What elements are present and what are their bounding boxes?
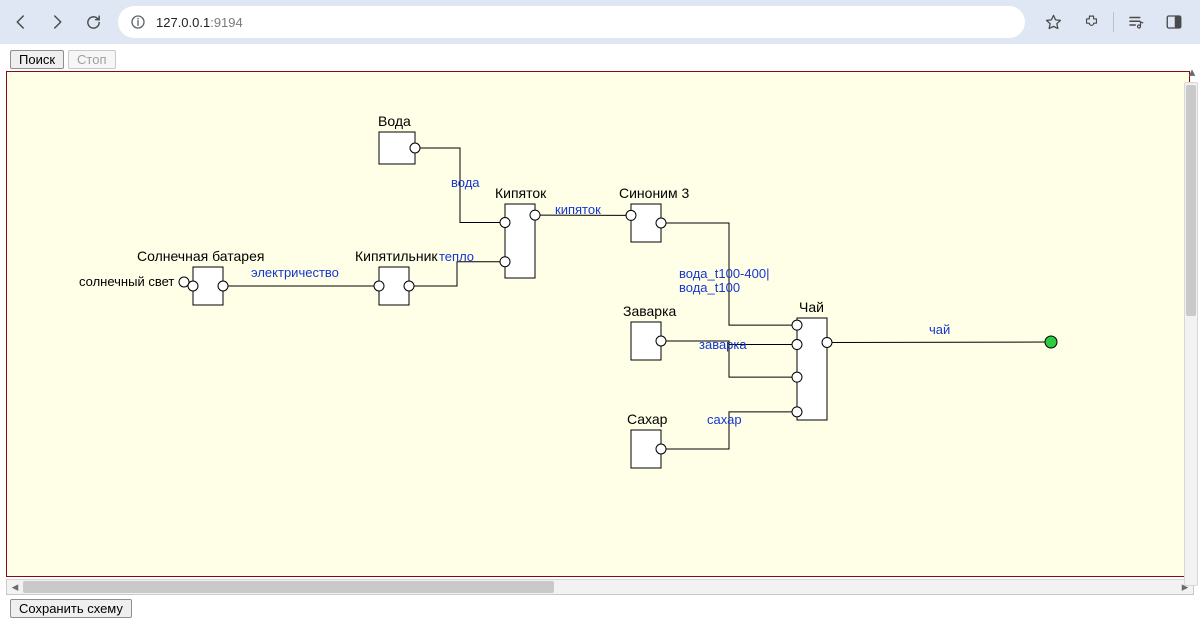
node-title: Чай (799, 299, 824, 315)
in-port[interactable] (500, 218, 510, 228)
browser-toolbar: 127.0.0.1:9194 (0, 0, 1200, 44)
node-title: Солнечная батарея (137, 248, 264, 264)
scroll-thumb[interactable] (23, 581, 554, 593)
out-port[interactable] (656, 444, 666, 454)
out-port[interactable] (656, 218, 666, 228)
search-button[interactable]: Поиск (10, 50, 64, 69)
in-port[interactable] (500, 257, 510, 267)
node-title: Заварка (623, 303, 677, 319)
scroll-up-arrow-icon[interactable]: ▴ (1185, 65, 1199, 79)
edge-label: вода_t100-400|вода_t100 (679, 266, 769, 295)
node-title: Кипяток (495, 185, 547, 201)
edge-label: кипяток (555, 202, 601, 217)
page-body: Поиск Стоп электричество тепло вода кипяток… (0, 44, 1200, 622)
horizontal-scrollbar[interactable]: ◂ ▸ (6, 579, 1194, 595)
save-scheme-button[interactable]: Сохранить схему (10, 599, 132, 618)
extensions-icon[interactable] (1075, 6, 1107, 38)
nav-forward-button[interactable] (42, 7, 72, 37)
node-chai[interactable] (797, 318, 827, 420)
in-port[interactable] (792, 407, 802, 417)
site-info-icon[interactable] (130, 14, 146, 30)
vertical-scrollbar[interactable]: ▴ (1184, 82, 1198, 586)
app-toolbar: Поиск Стоп (6, 50, 1194, 69)
out-port[interactable] (218, 281, 228, 291)
edge-label: вода (451, 175, 480, 190)
scroll-left-arrow-icon[interactable]: ◂ (7, 580, 23, 594)
vertical-scroll-thumb[interactable] (1186, 85, 1196, 316)
address-bar[interactable]: 127.0.0.1:9194 (118, 6, 1025, 38)
node-title: Сахар (627, 411, 668, 427)
node-title: Кипятильник (355, 248, 438, 264)
scroll-track[interactable] (23, 580, 1177, 594)
edge-label: чай (929, 322, 950, 337)
in-port[interactable] (792, 320, 802, 330)
side-panel-icon[interactable] (1158, 6, 1190, 38)
out-port[interactable] (410, 143, 420, 153)
in-port[interactable] (792, 340, 802, 350)
edge-label: тепло (439, 249, 474, 264)
out-port[interactable] (530, 210, 540, 220)
terminal-dot[interactable] (1045, 336, 1057, 348)
edge-label: заварка (699, 337, 747, 352)
bookmark-star-icon[interactable] (1037, 6, 1069, 38)
nav-reload-button[interactable] (78, 7, 108, 37)
media-playlist-icon[interactable] (1120, 6, 1152, 38)
in-port[interactable] (188, 281, 198, 291)
world-input-label: солнечный свет (79, 274, 174, 289)
edge-line[interactable] (666, 341, 792, 377)
edge-label: сахар (707, 412, 742, 427)
world-input-port[interactable] (179, 277, 189, 287)
stop-button: Стоп (68, 50, 115, 69)
edge-label: электричество (251, 265, 339, 280)
toolbar-separator (1113, 12, 1114, 32)
nav-back-button[interactable] (6, 7, 36, 37)
in-port[interactable] (374, 281, 384, 291)
node-title: Синоним 3 (619, 185, 690, 201)
url-text: 127.0.0.1:9194 (156, 15, 243, 30)
diagram-svg[interactable]: электричество тепло вода кипяток вода_t100-4… (7, 72, 1191, 576)
in-port[interactable] (626, 210, 636, 220)
out-port[interactable] (404, 281, 414, 291)
in-port[interactable] (792, 372, 802, 382)
edge-line[interactable] (414, 262, 500, 286)
out-port[interactable] (656, 336, 666, 346)
diagram-canvas[interactable]: электричество тепло вода кипяток вода_t100-4… (6, 71, 1190, 577)
node-title: Вода (378, 113, 411, 129)
out-port[interactable] (822, 337, 832, 347)
